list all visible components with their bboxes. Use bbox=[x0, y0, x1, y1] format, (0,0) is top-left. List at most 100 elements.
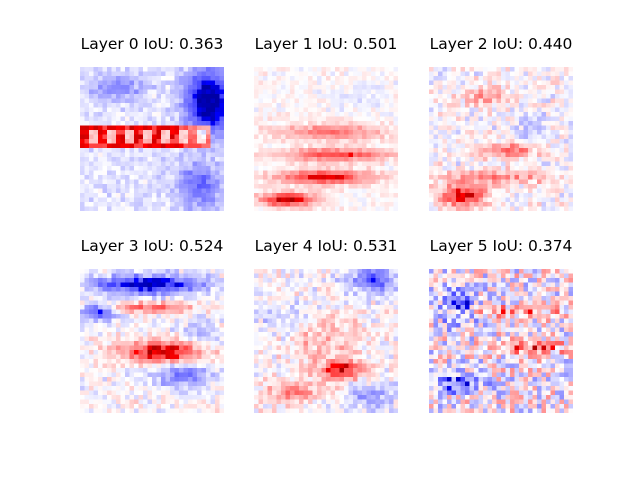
heatmap-cell bbox=[129, 287, 135, 292]
heatmap-cell bbox=[478, 134, 484, 140]
heatmap-cell bbox=[550, 94, 556, 99]
heatmap-cell bbox=[98, 197, 103, 203]
heatmap-cell bbox=[510, 152, 515, 158]
heatmap-cell bbox=[303, 112, 309, 117]
heatmap-cell bbox=[192, 125, 198, 131]
heatmap-cell bbox=[564, 184, 569, 189]
heatmap-cell bbox=[501, 107, 506, 113]
heatmap-cell bbox=[116, 94, 121, 99]
heatmap-cell bbox=[483, 206, 488, 211]
heatmap-cell bbox=[165, 309, 171, 315]
heatmap-cell bbox=[152, 166, 157, 171]
heatmap-cell bbox=[272, 377, 277, 382]
heatmap-cell bbox=[501, 148, 506, 153]
heatmap-cell bbox=[483, 193, 488, 198]
heatmap-cell bbox=[188, 318, 193, 324]
heatmap-cell bbox=[192, 372, 198, 378]
heatmap-cell bbox=[308, 112, 313, 117]
heatmap-cell bbox=[201, 80, 207, 86]
heatmap-cell bbox=[111, 368, 117, 373]
heatmap-cell bbox=[344, 287, 349, 292]
heatmap-cell bbox=[335, 98, 340, 104]
heatmap-cell bbox=[348, 296, 354, 301]
heatmap-cell bbox=[156, 372, 162, 378]
heatmap-cell bbox=[308, 359, 313, 364]
heatmap-cell bbox=[201, 278, 207, 283]
heatmap-cell bbox=[568, 206, 573, 211]
heatmap-cell bbox=[215, 314, 220, 319]
heatmap-cell bbox=[107, 327, 112, 333]
heatmap-cell bbox=[93, 152, 99, 158]
heatmap-cell bbox=[537, 161, 542, 167]
heatmap-cell bbox=[116, 399, 121, 405]
heatmap-cell bbox=[188, 359, 193, 364]
heatmap-cell bbox=[380, 269, 385, 274]
heatmap-cell bbox=[308, 377, 313, 382]
heatmap-cell bbox=[254, 80, 259, 86]
heatmap-cell bbox=[532, 112, 538, 117]
heatmap-cell bbox=[206, 404, 211, 409]
heatmap-cell bbox=[165, 121, 171, 126]
heatmap-cell bbox=[326, 202, 331, 207]
heatmap-cell bbox=[290, 103, 295, 108]
heatmap-cell bbox=[143, 71, 148, 77]
heatmap-cell bbox=[192, 363, 198, 369]
heatmap-cell bbox=[433, 188, 439, 194]
heatmap-cell bbox=[294, 71, 300, 77]
heatmap-cell bbox=[267, 175, 273, 180]
heatmap-cell bbox=[348, 121, 354, 126]
heatmap-cell bbox=[125, 184, 130, 189]
heatmap-cell bbox=[134, 76, 139, 81]
heatmap-cell bbox=[442, 184, 448, 189]
heatmap-cell bbox=[254, 345, 259, 351]
heatmap-cell bbox=[357, 291, 363, 297]
heatmap-cell bbox=[348, 332, 354, 337]
heatmap-cell bbox=[267, 152, 273, 158]
heatmap-cell bbox=[384, 94, 390, 99]
heatmap-cell bbox=[129, 336, 135, 342]
heatmap-cell bbox=[125, 287, 130, 292]
heatmap-cell bbox=[321, 161, 327, 167]
heatmap-cell bbox=[339, 197, 345, 203]
heatmap-cell bbox=[546, 116, 551, 122]
heatmap-cell bbox=[496, 103, 502, 108]
heatmap-cell bbox=[339, 89, 345, 95]
heatmap-cell bbox=[294, 179, 300, 185]
heatmap-cell bbox=[188, 206, 193, 211]
heatmap-cell bbox=[192, 80, 198, 86]
heatmap-cell bbox=[564, 94, 569, 99]
heatmap-cell bbox=[317, 170, 322, 176]
heatmap-cell bbox=[215, 71, 220, 77]
heatmap-cell bbox=[339, 381, 345, 387]
heatmap-cell bbox=[276, 359, 282, 364]
heatmap-cell bbox=[317, 305, 322, 310]
heatmap-cell bbox=[335, 161, 340, 167]
heatmap-cell bbox=[263, 130, 268, 135]
heatmap-cell bbox=[510, 89, 515, 95]
heatmap-cell bbox=[339, 273, 345, 279]
heatmap-cell bbox=[134, 89, 139, 95]
heatmap-cell bbox=[371, 345, 376, 351]
heatmap-cell bbox=[371, 112, 376, 117]
heatmap-cell bbox=[433, 85, 439, 90]
heatmap-cell bbox=[564, 80, 569, 86]
heatmap-cell bbox=[294, 318, 300, 324]
heatmap-cell bbox=[496, 121, 502, 126]
heatmap-cell bbox=[389, 278, 394, 283]
heatmap-cell bbox=[317, 67, 322, 72]
heatmap-cell bbox=[183, 291, 189, 297]
heatmap-cell bbox=[546, 85, 551, 90]
heatmap-cell bbox=[183, 282, 189, 288]
heatmap-cell bbox=[555, 71, 560, 77]
heatmap-cell bbox=[389, 296, 394, 301]
heatmap-cell bbox=[357, 381, 363, 387]
heatmap-cell bbox=[267, 67, 273, 72]
heatmap-cell bbox=[138, 363, 144, 369]
heatmap-cell bbox=[568, 143, 573, 149]
heatmap-cell bbox=[505, 67, 511, 72]
heatmap-cell bbox=[514, 103, 520, 108]
heatmap-cell bbox=[294, 354, 300, 360]
heatmap-cell bbox=[183, 300, 189, 306]
heatmap-cell bbox=[389, 175, 394, 180]
heatmap-cell bbox=[285, 121, 291, 126]
